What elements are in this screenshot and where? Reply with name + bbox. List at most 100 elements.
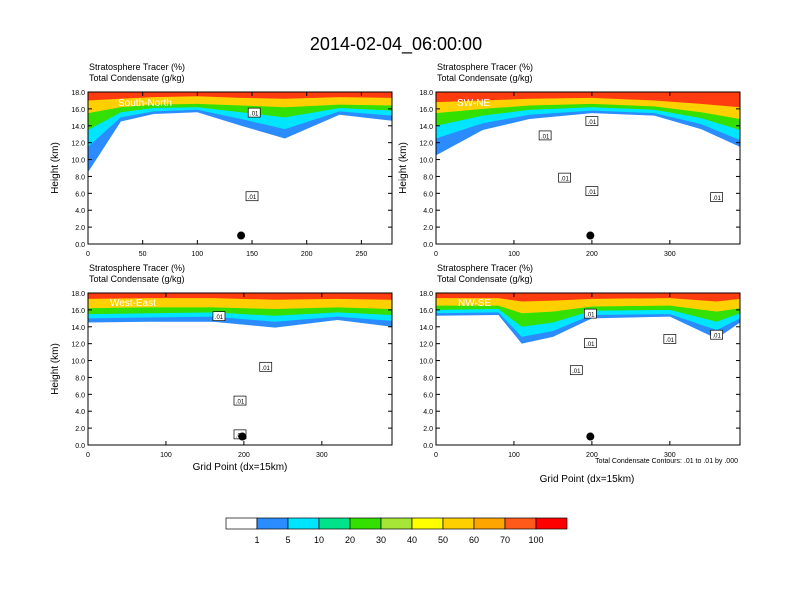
x-tick-label: 100 (508, 251, 520, 258)
contour-label-box (583, 338, 597, 349)
contour-label-box (259, 361, 273, 372)
colorbar-label: 40 (407, 535, 417, 545)
x-tick-label: 0 (434, 452, 438, 459)
tracer-band-b100 (88, 293, 392, 300)
x-tick-label: 300 (664, 452, 676, 459)
colorbar-swatch (411, 517, 444, 530)
y-tick-label: 18.0 (419, 291, 433, 298)
x-tick-label: 200 (301, 251, 313, 258)
y-tick-label: 8.0 (75, 375, 85, 382)
contour-label: .01 (588, 190, 597, 196)
panel-label: NW-SE (458, 298, 491, 309)
tracer-band-b100 (88, 92, 392, 101)
colorbar-swatch (504, 517, 537, 530)
plot-frame (435, 91, 741, 245)
colorbar-swatch (225, 517, 258, 530)
panel-south-north: Stratosphere Tracer (%) Total Condensate… (50, 62, 393, 258)
panel-header-line1: Stratosphere Tracer (%) (437, 62, 533, 72)
colorbar-label: 50 (438, 535, 448, 545)
y-tick-label: 14.0 (71, 325, 85, 332)
contour-label: .01 (712, 334, 721, 340)
colorbar-swatch (318, 517, 351, 530)
colorbar-swatch (256, 517, 289, 530)
y-tick-label: 8.0 (75, 174, 85, 181)
tracer-band-b100 (436, 92, 740, 108)
contour-label-box (233, 395, 247, 406)
colorbar-label: 30 (376, 535, 386, 545)
plot-frame (87, 292, 393, 446)
contour-label-box (558, 172, 571, 183)
y-tick-label: 6.0 (75, 392, 85, 399)
y-tick-label: 4.0 (423, 409, 433, 416)
panel-header-line2: Total Condensate (g/kg) (437, 274, 533, 284)
contour-label: .01 (236, 400, 245, 406)
x-tick-label: 0 (86, 251, 90, 258)
y-tick-label: 14.0 (419, 325, 433, 332)
contour-label-box (569, 365, 583, 376)
colorbar-label: 1 (254, 535, 259, 545)
contour-label: .01 (248, 195, 257, 201)
contour-label-box (583, 308, 597, 319)
y-tick-label: 12.0 (419, 342, 433, 349)
x-tick-label: 300 (316, 452, 328, 459)
x-tick-label: 0 (434, 251, 438, 258)
location-marker (238, 432, 247, 441)
colorbar-label: 60 (469, 535, 479, 545)
y-tick-label: 12.0 (419, 141, 433, 148)
x-tick-label: 100 (508, 452, 520, 459)
panel-header-line2: Total Condensate (g/kg) (89, 274, 185, 284)
y-tick-label: 2.0 (423, 426, 433, 433)
contour-label-box (585, 186, 599, 196)
y-tick-label: 14.0 (71, 124, 85, 131)
contour-label-box (710, 192, 723, 202)
footnote: Total Condensate Contours: .01 to .01 by… (595, 458, 738, 465)
y-tick-label: 4.0 (75, 208, 85, 215)
contour-label: .01 (250, 112, 259, 118)
contour-label-box (585, 116, 599, 126)
colorbar-swatch (349, 517, 382, 530)
contour-label: .01 (588, 120, 597, 126)
x-tick-label: 300 (664, 251, 676, 258)
panel-header-line2: Total Condensate (g/kg) (437, 73, 533, 83)
y-tick-label: 6.0 (75, 191, 85, 198)
y-tick-label: 6.0 (423, 191, 433, 198)
colorbar-swatch (287, 517, 320, 530)
contour-label-box (538, 130, 552, 141)
location-marker (586, 432, 595, 441)
plot-frame (435, 292, 741, 446)
x-tick-label: 150 (246, 251, 258, 258)
contour-label-box (245, 191, 259, 202)
y-tick-label: 0.0 (75, 242, 85, 249)
contour-label: .01 (712, 196, 721, 202)
colorbar-label: 70 (500, 535, 510, 545)
y-tick-label: 10.0 (71, 359, 85, 366)
contour-label: .01 (541, 134, 550, 140)
x-tick-label: 100 (160, 452, 172, 459)
panel-label: SW-NE (457, 98, 490, 109)
y-tick-label: 6.0 (423, 392, 433, 399)
colorbar-swatch (535, 517, 568, 530)
x-tick-label: 200 (586, 251, 598, 258)
y-tick-label: 4.0 (423, 208, 433, 215)
x-tick-label: 50 (139, 251, 147, 258)
colorbar-label: 100 (528, 535, 543, 545)
panel-nw-se: Stratosphere Tracer (%) Total Condensate… (419, 263, 741, 485)
x-tick-label: 0 (86, 452, 90, 459)
x-tick-label: 200 (238, 452, 250, 459)
y-tick-label: 10.0 (71, 158, 85, 165)
panel-header-line1: Stratosphere Tracer (%) (89, 62, 185, 72)
colorbar-swatch (380, 517, 413, 530)
y-tick-label: 0.0 (75, 443, 85, 450)
y-tick-label: 16.0 (419, 308, 433, 315)
y-tick-label: 4.0 (75, 409, 85, 416)
contour-label: .01 (215, 315, 224, 321)
contour-label: .01 (666, 338, 675, 344)
y-tick-label: 16.0 (71, 308, 85, 315)
panel-label: West-East (110, 298, 156, 309)
y-tick-label: 12.0 (71, 141, 85, 148)
y-tick-label: 18.0 (71, 291, 85, 298)
y-tick-label: 14.0 (419, 124, 433, 131)
tracer-band-b100 (436, 293, 740, 302)
contour-label-box (710, 329, 723, 340)
panel-header-line1: Stratosphere Tracer (%) (437, 263, 533, 273)
